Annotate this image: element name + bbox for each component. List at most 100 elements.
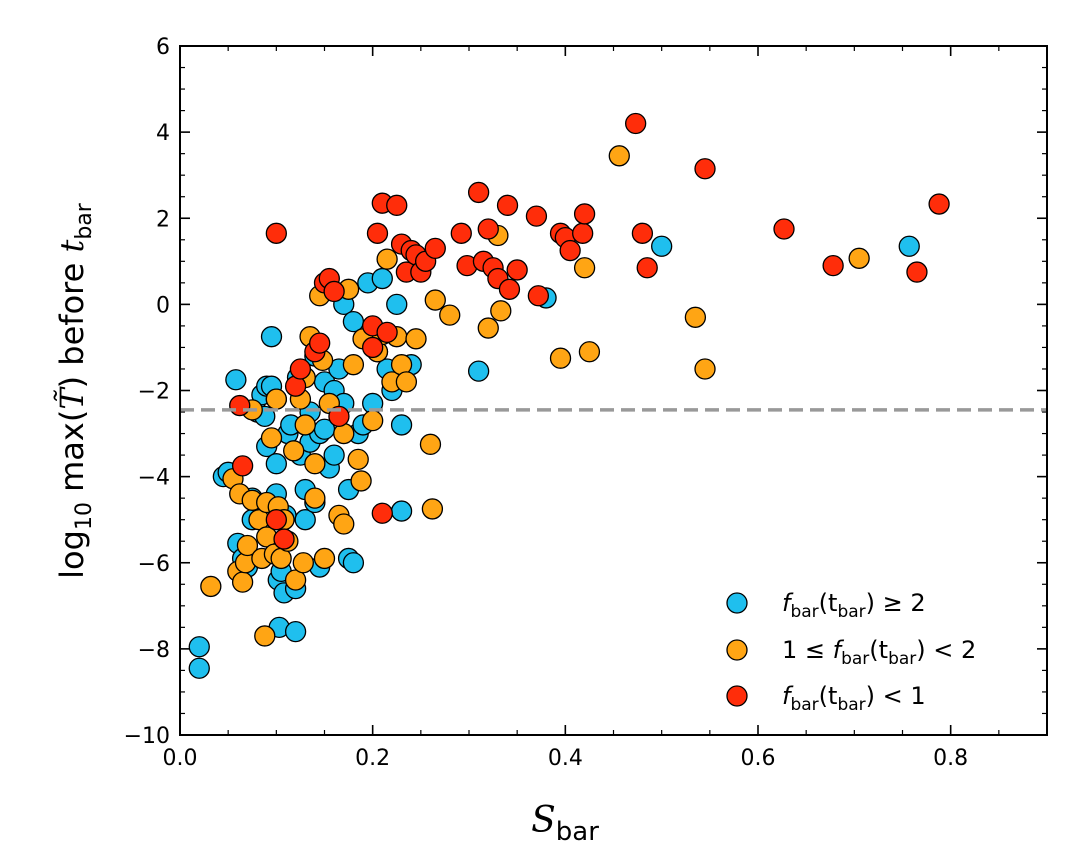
x-tick-label: 0.4 <box>548 746 583 771</box>
scatter-point-series-1 <box>421 498 444 520</box>
y-tick-label: 4 <box>156 121 170 146</box>
tick-labels: 0.0 0.2 0.4 0.6 0.8 −10 −8 −6 −4 −2 0 2 4 6 <box>124 35 969 771</box>
scatter-point-series-1 <box>573 257 596 279</box>
scatter-point-series-1 <box>350 470 372 492</box>
scatter-point-series-2 <box>498 278 521 300</box>
scatter-point-series-0 <box>260 326 283 348</box>
x-tick-label: 0.8 <box>933 746 968 771</box>
y-tick-label: −8 <box>138 638 170 663</box>
scatter-point-series-2 <box>928 193 950 215</box>
y-label-T: T̃ <box>53 386 91 410</box>
scatter-point-series-0 <box>386 293 408 316</box>
scatter-point-series-1 <box>848 247 870 269</box>
scatter-point-series-2 <box>506 259 528 281</box>
scatter-point-series-2 <box>636 257 658 279</box>
y-tick-label: 6 <box>156 35 170 60</box>
scatter-point-series-0 <box>467 360 490 382</box>
scatter-point-series-2 <box>631 222 654 244</box>
scatter-point-series-1 <box>200 575 222 598</box>
y-tick-label: −10 <box>124 724 170 749</box>
plot-frame <box>179 45 1048 736</box>
scatter-point-series-2 <box>694 158 716 180</box>
y-label-t-sub: bar <box>72 202 97 239</box>
scatter-point-series-2 <box>265 222 287 244</box>
scatter-point-series-1 <box>477 317 499 339</box>
scatter-point-series-2 <box>496 194 519 216</box>
scatter-point-series-0 <box>371 267 393 290</box>
scatter-point-series-2 <box>822 254 844 277</box>
scatter-point-series-2 <box>773 218 795 240</box>
scatter-point-series-1 <box>313 547 336 570</box>
scatter-point-series-0 <box>390 500 413 522</box>
scatter-point-series-1 <box>231 571 254 593</box>
x-axis-label: Sbar <box>531 800 599 847</box>
x-tick-label: 0.2 <box>355 746 390 771</box>
scatter-point-series-1 <box>304 487 326 509</box>
scatter-point-series-1 <box>304 453 326 475</box>
scatter-point-series-1 <box>236 534 259 557</box>
scatter-point-series-1 <box>260 427 283 449</box>
y-axis-label: log10 max(T̃) before tbar <box>53 202 97 579</box>
scatter-point-series-0 <box>390 414 413 436</box>
scatter-point-series-2 <box>559 239 581 262</box>
scatter-point-series-2 <box>265 509 287 531</box>
scatter-point-series-2 <box>323 280 345 303</box>
scatter-point-series-0 <box>284 621 307 643</box>
y-tick-label: −6 <box>138 552 170 577</box>
scatter-point-series-1 <box>265 388 287 410</box>
scatter-point-series-2 <box>362 336 384 359</box>
scatter-point-series-1 <box>294 414 316 436</box>
x-label-main: S <box>531 800 556 841</box>
legend: fbar(tbar) ≥ 2 1 ≤ fbar(tbar) < 2 fbar(t… <box>726 589 976 715</box>
y-label-t: t <box>53 240 91 253</box>
scatter-point-series-0 <box>188 657 210 679</box>
scatter-point-series-1 <box>694 358 716 380</box>
scatter-point-series-1 <box>333 513 355 535</box>
scatter-point-series-1 <box>439 304 461 326</box>
scatter-point-series-2 <box>231 455 254 477</box>
scatter-point-series-2 <box>477 218 499 240</box>
scatter-point-series-0 <box>265 453 287 475</box>
scatter-point-series-1 <box>684 306 707 328</box>
scatter-point-series-1 <box>292 552 314 574</box>
scatter-point-series-1 <box>362 409 384 432</box>
x-label-sub: bar <box>556 817 599 847</box>
scatter-point-series-2 <box>467 181 490 204</box>
scatter-point-series-2 <box>376 321 398 344</box>
scatter-point-series-2 <box>366 222 389 244</box>
scatter-point-series-1 <box>342 354 365 376</box>
scatter-point-series-1 <box>578 341 601 363</box>
legend-label-2: fbar(tbar) < 1 <box>782 682 926 715</box>
legend-marker-red <box>726 685 748 707</box>
y-label-rest: max( <box>53 410 91 502</box>
scatter-point-series-0 <box>651 235 673 257</box>
scatter-point-series-1 <box>424 289 446 311</box>
scatter-point-series-1 <box>405 328 427 350</box>
y-tick-label: −4 <box>138 466 170 491</box>
y-label-close: ) before <box>53 253 91 389</box>
y-tick-label: 0 <box>156 293 170 318</box>
scatter-point-series-2 <box>573 203 596 225</box>
data-points <box>180 112 1047 679</box>
scatter-point-series-1 <box>490 300 512 322</box>
legend-label-1: 1 ≤ fbar(tbar) < 2 <box>782 636 976 669</box>
scatter-point-series-2 <box>906 261 928 283</box>
legend-marker-cyan <box>726 592 748 614</box>
y-tick-label: 2 <box>156 207 170 232</box>
scatter-point-series-1 <box>608 145 630 167</box>
scatter-point-series-0 <box>188 636 210 658</box>
y-label-log: log <box>53 530 91 579</box>
scatter-point-series-2 <box>572 222 594 244</box>
scatter-point-series-2 <box>309 332 331 354</box>
scatter-point-series-1 <box>395 371 418 393</box>
scatter-point-series-2 <box>371 502 393 524</box>
legend-label-0: fbar(tbar) ≥ 2 <box>782 589 926 622</box>
scatter-point-series-2 <box>289 358 312 380</box>
x-tick-label: 0.6 <box>741 746 776 771</box>
x-tick-label: 0.0 <box>163 746 198 771</box>
scatter-point-series-0 <box>323 444 345 466</box>
y-tick-label: −2 <box>138 380 170 405</box>
scatter-point-series-2 <box>229 394 251 417</box>
scatter-point-series-0 <box>225 369 247 391</box>
